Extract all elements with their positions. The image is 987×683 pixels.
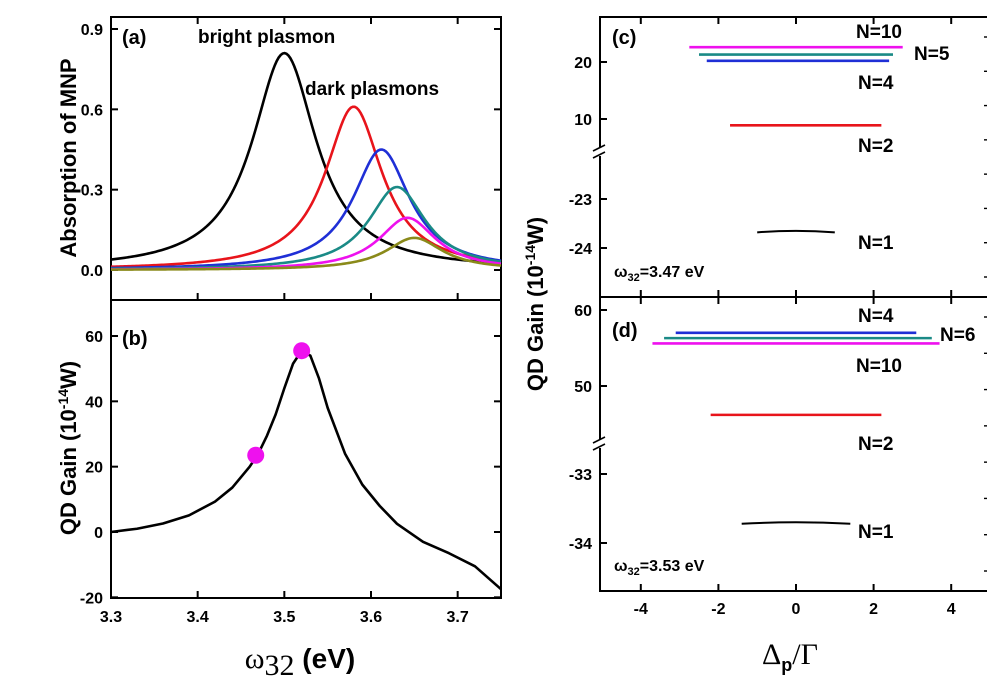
panel-b-ytick-label: 40 [85,394,103,411]
panel-b-frame [110,299,502,599]
left-xlabel-unit: (eV) [295,643,356,674]
panel-a-plot: 0.0 0.3 0.6 0.9 (a) bright plasmon dark plasmo… [81,17,502,300]
panel-d-ytick-label: -33 [569,467,592,484]
right-ylabel-exp: -14 [522,245,538,265]
panel-b-marker [293,342,311,360]
panel-d-xtick-label: 0 [792,601,801,618]
panel-d-axis-break-mark [592,443,606,451]
panel-a-ylabel: Absorption of MNP [56,58,81,257]
panel-b-ytick-label: 20 [85,460,103,477]
panel-d-label-N4: N=4 [858,306,894,327]
panel-d-omega-value: =3.53 eV [640,558,705,575]
panel-b-xtick-label: 3.7 [447,609,469,626]
panel-d-label-N2: N=2 [858,434,893,455]
panel-b-plot: -20 0 20 40 60 3.3 3.4 3.5 3.6 3.7 (b) [80,328,502,626]
panel-c-plot: 10 20 -24 -23 (c) N=10 N=5 N=4 N=2 N=1 ω32=3.47 eV [569,17,987,297]
panel-c-omega-sub: 32 [628,272,640,284]
panel-d-xtick-label: 4 [947,601,956,618]
panel-b-ylabel-main: QD Gain (10 [56,409,81,535]
panel-d-omega: ω [614,558,628,575]
panel-d-label: (d) [612,320,638,342]
annotation-dark-plasmons: dark plasmons [305,79,439,100]
panel-b-label: (b) [122,328,148,350]
right-xlabel-delta: Δ [762,638,781,671]
right-xlabel: Δp/Γ [762,638,818,675]
panel-d-ytick-label: 50 [574,379,592,396]
panel-d-xtick-label: -4 [634,601,648,618]
right-ylabel-end: W) [523,217,548,245]
left-xlabel-omega: ω [245,642,265,675]
panel-b-ytick-label: -20 [80,590,103,607]
panel-d-axis-break-gap [594,440,606,448]
panel-d-ytick-label: 60 [574,303,592,320]
left-panel-frames [110,16,502,599]
panel-d-xtick-label: -2 [711,601,725,618]
panel-a-ytick-label: 0.9 [81,22,103,39]
panel-b-xtick-label: 3.6 [360,609,382,626]
panel-a-curve-olive [110,236,502,271]
panel-b-ylabel-end: W) [56,361,81,389]
panel-b-xtick-label: 3.4 [187,609,209,626]
left-xlabel: ω32 (eV) [245,642,355,682]
panel-c-omega-value: =3.47 eV [640,264,705,281]
panel-c-label: (c) [612,27,636,49]
panel-c-omega: ω [614,264,628,281]
panel-c-label-N2: N=2 [858,136,893,157]
panel-b-ytick-label: 60 [85,329,103,346]
panel-b-xtick-label: 3.3 [100,609,122,626]
annotation-bright-plasmon: bright plasmon [198,27,335,48]
panel-c-ytick-label: 20 [574,55,592,72]
panel-a-ytick-label: 0.6 [81,102,103,119]
panel-d-omega-sub: 32 [628,566,640,578]
panel-c-label-N10: N=10 [856,22,902,43]
panel-d-line-N=1 [741,521,851,525]
panel-c-label-N4: N=4 [858,73,894,94]
panel-d-plot: 50 60 -34 -33 (d) N=4 N=6 N=10 N=2 N=1 -4 -2 0 2 4 ω32=… [569,297,987,618]
panel-c-ytick-label: -23 [569,192,592,209]
right-ylabel: QD Gain (10-14W) [522,217,548,391]
panel-a-ytick-label: 0.0 [81,263,103,280]
panel-c-axis-break-mark [592,144,606,152]
panel-d-omega-label: ω32=3.53 eV [614,558,705,578]
right-xlabel-sub: p [781,655,792,675]
panel-c-label-N5: N=5 [914,44,950,65]
panel-d-label-N6: N=6 [940,325,975,346]
panel-b-ylabel-exp: -14 [55,389,71,409]
left-xlabel-sub: 32 [265,649,295,682]
panel-c-ytick-label: -24 [569,241,592,258]
panel-c-ytick-label: 10 [574,112,592,129]
panel-b-ytick-label: 0 [94,525,103,542]
panel-c-axis-break-gap [594,148,606,156]
right-panel-frames [599,16,987,592]
right-ylabel-main: QD Gain (10 [523,265,548,391]
right-xlabel-rest: /Γ [792,638,818,671]
panel-a-ytick-label: 0.3 [81,183,103,200]
panel-a-curve-black [110,51,502,265]
panel-b-gain-curve [110,349,502,591]
panel-d-frame [599,296,987,592]
panel-c-label-N1: N=1 [858,233,894,254]
panel-a-curve-magenta [110,216,502,271]
panel-d-label-N1: N=1 [858,522,894,543]
panel-d-xtick-label: 2 [869,601,878,618]
panel-b-marker [247,446,265,464]
panel-d-label-N10: N=10 [856,356,902,377]
panel-a-label: (a) [122,27,146,49]
panel-b-xtick-label: 3.5 [273,609,295,626]
panel-c-axis-break-mark [592,151,606,159]
panel-c-omega-label: ω32=3.47 eV [614,264,705,284]
panel-a-curve-blue [110,148,502,270]
panel-c-line-N=1 [757,229,835,234]
panel-d-axis-break-mark [592,436,606,444]
panel-b-ylabel: QD Gain (10-14W) [55,361,81,535]
panel-d-ytick-label: -34 [569,536,592,553]
